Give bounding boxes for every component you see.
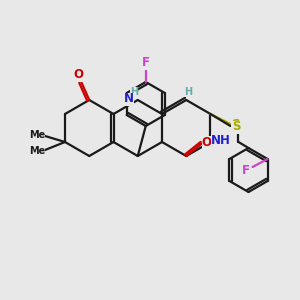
Text: S: S [232,121,241,134]
Text: S: S [231,118,239,131]
Text: O: O [73,68,83,82]
Text: NH: NH [211,134,230,146]
Text: Me: Me [29,146,45,156]
Text: Me: Me [29,130,45,140]
Text: O: O [202,136,212,149]
Text: H: H [130,87,138,97]
Text: N: N [124,92,134,106]
Text: F: F [142,56,150,70]
Text: F: F [242,164,250,176]
Text: H: H [184,87,192,97]
